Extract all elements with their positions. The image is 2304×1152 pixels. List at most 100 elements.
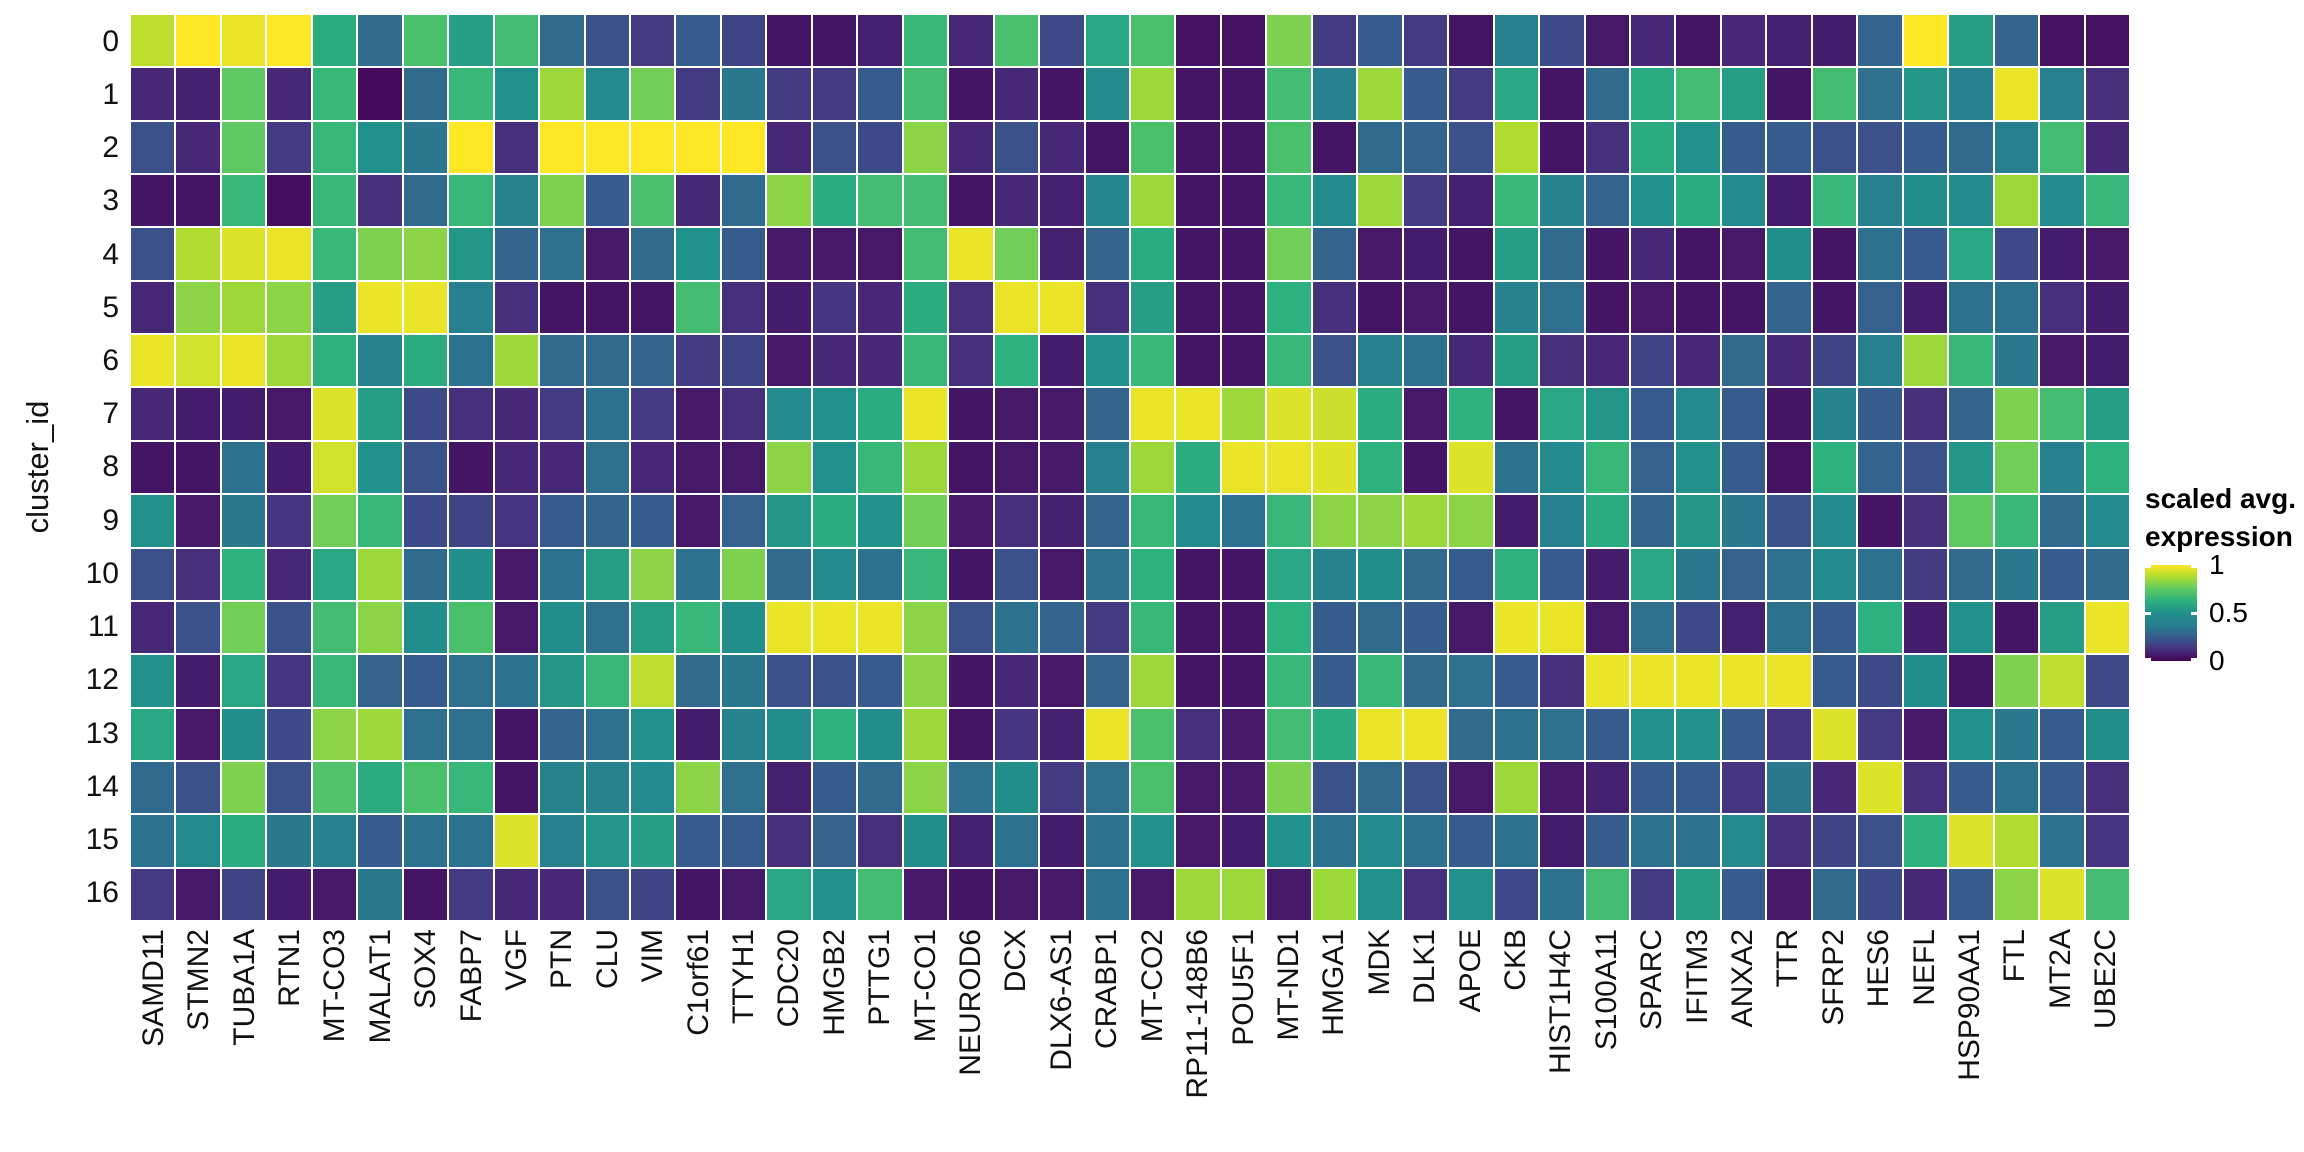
heatmap-cell	[1540, 815, 1584, 867]
heatmap-cell	[858, 175, 902, 227]
heatmap-cell	[585, 441, 629, 494]
heatmap-cell	[949, 495, 993, 547]
heatmap-cell	[1630, 815, 1675, 867]
heatmap-cell	[812, 708, 857, 760]
heatmap-cell	[1903, 495, 1948, 547]
heatmap-cell	[858, 655, 902, 707]
x-tick-label: DLK1	[1408, 929, 1442, 1005]
heatmap-cell	[1040, 495, 1084, 547]
x-tick-label: CRABP1	[1090, 929, 1124, 1050]
heatmap-cell	[1858, 228, 1902, 280]
heatmap-cell	[676, 388, 720, 440]
heatmap-cell	[767, 495, 811, 547]
legend-title-line1: scaled avg.	[2145, 483, 2296, 514]
x-tick-label: NEFL	[1907, 929, 1941, 1006]
heatmap-cell	[1994, 175, 2039, 227]
x-tick-col: HSP90AA1	[1947, 929, 1992, 1147]
heatmap-cell	[994, 601, 1039, 654]
heatmap-cell	[858, 548, 902, 600]
heatmap-cell	[812, 548, 857, 600]
heatmap-cell	[1267, 175, 1311, 227]
heatmap-cell	[1040, 15, 1084, 67]
heatmap-cell	[1721, 601, 1766, 654]
heatmap-cell	[585, 228, 629, 280]
heatmap-cell	[949, 121, 993, 174]
heatmap-cell	[1040, 548, 1084, 600]
x-tick-label: HES6	[1862, 929, 1896, 1008]
heatmap-cell	[812, 815, 857, 867]
heatmap-cell	[1040, 175, 1084, 227]
heatmap-cell	[676, 708, 720, 760]
heatmap-cell	[1630, 335, 1675, 387]
heatmap-cell	[630, 335, 675, 387]
x-tick-col: C1orf61	[676, 929, 721, 1147]
heatmap-cell	[494, 335, 539, 387]
heatmap-cell	[131, 68, 175, 120]
heatmap-cell	[1130, 335, 1175, 387]
heatmap-cell	[949, 15, 993, 67]
heatmap-cell	[403, 495, 448, 547]
heatmap-cell	[1449, 15, 1493, 67]
x-tick-col: NEFL	[1902, 929, 1947, 1147]
heatmap-cell	[994, 708, 1039, 760]
heatmap-cell	[312, 548, 357, 600]
x-tick-col: VIM	[631, 929, 676, 1147]
heatmap-cell	[1358, 228, 1402, 280]
heatmap-cell	[1312, 495, 1357, 547]
heatmap-cell	[312, 441, 357, 494]
heatmap-cell	[1494, 175, 1539, 227]
heatmap-cell	[221, 335, 266, 387]
heatmap-cell	[2040, 335, 2084, 387]
heatmap-cell	[903, 815, 948, 867]
heatmap-cell	[1130, 68, 1175, 120]
heatmap-cell	[449, 281, 493, 334]
heatmap-cell	[1994, 281, 2039, 334]
x-tick-col: CRABP1	[1085, 929, 1130, 1147]
x-tick-label: UBE2C	[2089, 929, 2123, 1030]
heatmap-cell	[1040, 761, 1084, 814]
x-tick-col: SFRP2	[1811, 929, 1856, 1147]
heatmap-cell	[2085, 228, 2129, 280]
heatmap-cell	[1085, 175, 1129, 227]
heatmap-cell	[221, 708, 266, 760]
heatmap-cell	[767, 761, 811, 814]
heatmap-cell	[812, 601, 857, 654]
heatmap-cell	[1221, 68, 1266, 120]
heatmap-cell	[1312, 175, 1357, 227]
heatmap-cell	[403, 68, 448, 120]
heatmap-cell	[903, 228, 948, 280]
x-tick-label: MALAT1	[363, 929, 397, 1044]
heatmap-cell	[903, 121, 948, 174]
heatmap-cell	[1312, 548, 1357, 600]
heatmap-cell	[2040, 281, 2084, 334]
heatmap-cell	[858, 281, 902, 334]
heatmap-cell	[1721, 761, 1766, 814]
heatmap-cell	[858, 335, 902, 387]
heatmap-cell	[1403, 335, 1448, 387]
heatmap-cell	[1494, 68, 1539, 120]
heatmap-cell	[358, 175, 402, 227]
heatmap-cell	[1358, 335, 1402, 387]
heatmap-cell	[1767, 868, 1811, 920]
heatmap-cell	[1494, 761, 1539, 814]
heatmap-cell	[630, 868, 675, 920]
heatmap-cell	[1403, 708, 1448, 760]
heatmap-cell	[630, 548, 675, 600]
heatmap-cell	[903, 708, 948, 760]
heatmap-cell	[1449, 175, 1493, 227]
heatmap-cell	[1312, 68, 1357, 120]
heatmap-cell	[1812, 815, 1857, 867]
heatmap-cell	[494, 441, 539, 494]
heatmap-cell	[1949, 68, 1993, 120]
heatmap-cell	[1221, 761, 1266, 814]
heatmap-cell	[358, 601, 402, 654]
heatmap-cell	[1494, 655, 1539, 707]
heatmap-cell	[1585, 761, 1629, 814]
heatmap-cell	[949, 548, 993, 600]
heatmap-cell	[540, 495, 584, 547]
heatmap-cell	[312, 601, 357, 654]
heatmap-cell	[1858, 708, 1902, 760]
heatmap-cell	[903, 68, 948, 120]
x-tick-label: C1orf61	[681, 929, 715, 1036]
heatmap-cell	[1176, 601, 1220, 654]
